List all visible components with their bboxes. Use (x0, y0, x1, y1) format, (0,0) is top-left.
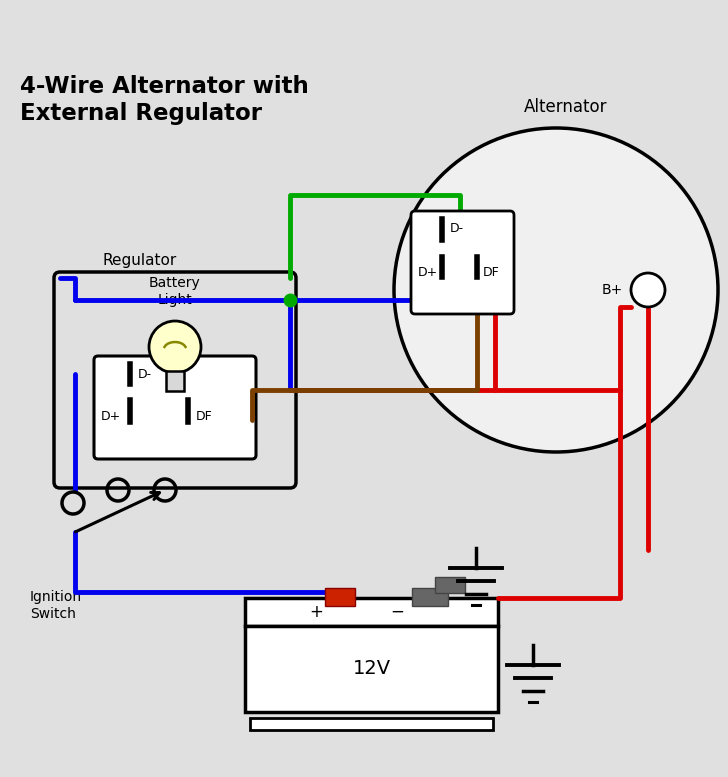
Text: D+: D+ (418, 266, 438, 278)
Text: Alternator: Alternator (524, 98, 608, 116)
Text: D-: D- (138, 368, 152, 382)
Bar (250, 718, 493, 730)
FancyBboxPatch shape (54, 272, 296, 488)
Text: D-: D- (450, 222, 464, 235)
Bar (325, 588, 355, 606)
Text: Regulator: Regulator (103, 253, 177, 268)
Text: 12V: 12V (352, 660, 390, 678)
Text: Battery
Light: Battery Light (149, 277, 201, 307)
Bar (245, 626, 498, 712)
Text: D+: D+ (101, 410, 122, 423)
Circle shape (631, 273, 665, 307)
Text: 4-Wire Alternator with
External Regulator: 4-Wire Alternator with External Regulato… (20, 75, 309, 124)
Text: Ignition
Switch: Ignition Switch (30, 590, 82, 621)
Bar (166, 371, 184, 391)
Text: DF: DF (483, 266, 499, 278)
Circle shape (149, 321, 201, 373)
Text: +: + (309, 603, 323, 621)
Bar (412, 588, 448, 606)
Bar (245, 598, 498, 626)
Text: −: − (390, 603, 404, 621)
FancyBboxPatch shape (94, 356, 256, 459)
Text: DF: DF (196, 410, 213, 423)
Bar (435, 577, 465, 593)
Text: B+: B+ (602, 283, 623, 297)
FancyBboxPatch shape (411, 211, 514, 314)
Circle shape (394, 128, 718, 452)
